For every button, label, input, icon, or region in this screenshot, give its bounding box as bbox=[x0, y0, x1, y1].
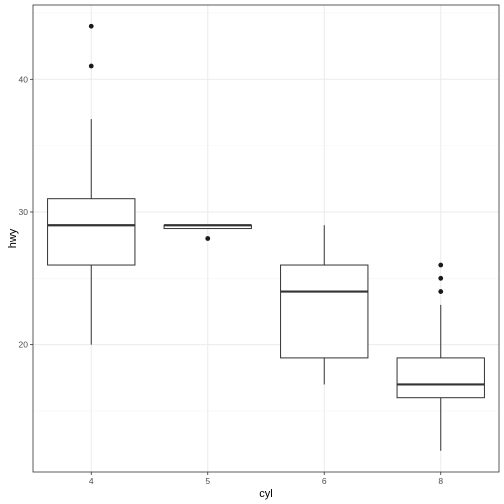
boxes-layer bbox=[47, 23, 485, 451]
outlier-point bbox=[88, 63, 94, 69]
x-tick-label: 4 bbox=[89, 476, 94, 486]
x-tick-label: 5 bbox=[205, 476, 210, 486]
outlier-point bbox=[88, 23, 94, 29]
box-iqr bbox=[396, 357, 485, 399]
box-iqr bbox=[47, 198, 136, 266]
y-tick-label: 20 bbox=[19, 340, 29, 350]
box-group-8 bbox=[396, 262, 485, 451]
panel-border bbox=[32, 4, 500, 473]
y-axis: 20 30 40 bbox=[19, 74, 33, 350]
x-axis-title: cyl bbox=[259, 488, 272, 500]
outlier-point bbox=[438, 289, 444, 294]
x-tick-label: 6 bbox=[322, 476, 327, 486]
outlier-point bbox=[438, 275, 444, 281]
box-group-6 bbox=[280, 225, 369, 385]
box-iqr bbox=[280, 264, 369, 359]
box-group-5 bbox=[163, 224, 252, 241]
y-tick-label: 30 bbox=[19, 207, 29, 217]
y-axis-title: hwy bbox=[7, 228, 19, 248]
outlier-point bbox=[205, 236, 211, 241]
outlier-point bbox=[438, 262, 444, 268]
y-tick-label: 40 bbox=[19, 74, 29, 84]
box-group-4 bbox=[47, 23, 136, 345]
x-tick-label: 8 bbox=[438, 476, 443, 486]
x-axis: 4 5 6 8 bbox=[89, 472, 443, 486]
